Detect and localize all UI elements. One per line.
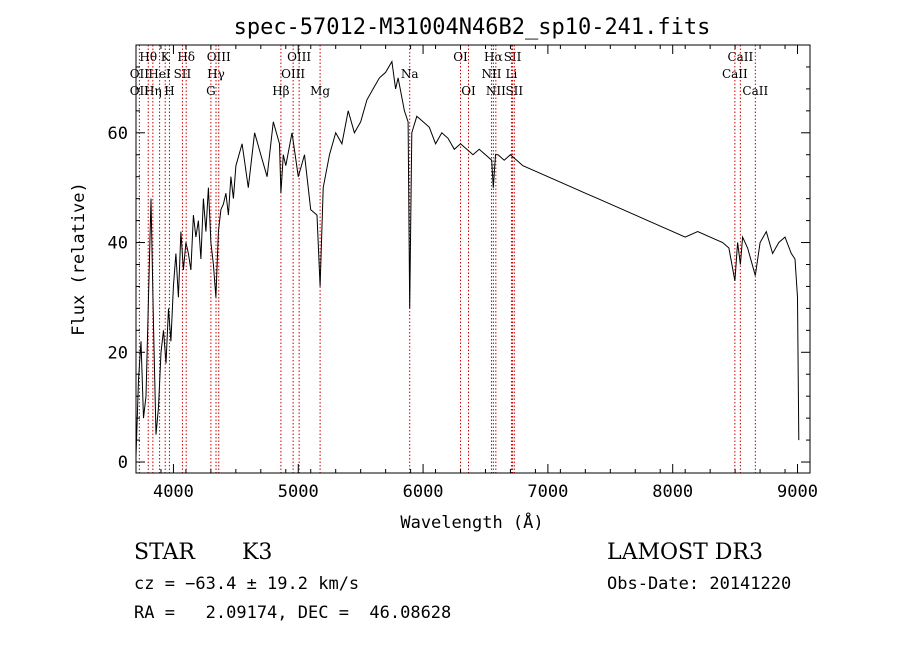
- axes: 4000 5000 6000 7000 8000 9000 0 20 40 60: [108, 45, 818, 502]
- line-id-label: OIII: [287, 50, 311, 64]
- line-id-label: SII: [504, 50, 522, 64]
- line-id-label: Hβ: [272, 84, 289, 98]
- redshift-readout: cz = −63.4 ± 19.2 km/s: [134, 574, 360, 594]
- object-subclass: K3: [242, 540, 273, 565]
- line-id-label: CaII: [742, 84, 768, 98]
- line-id-label: CaII: [727, 50, 753, 64]
- spectrum-line: [135, 59, 800, 457]
- line-id-label: SII: [505, 84, 523, 98]
- y-tick-label: 0: [118, 453, 128, 473]
- coordinates: RA = 2.09174, DEC = 46.08628: [134, 603, 452, 623]
- line-id-label: Hα: [484, 50, 503, 64]
- line-id-label: K: [161, 50, 171, 64]
- line-id-label: H: [164, 84, 174, 98]
- line-id-label: Li: [506, 67, 518, 81]
- survey-name: LAMOST DR3: [607, 540, 763, 565]
- x-tick-label: 7000: [527, 482, 568, 502]
- x-tick-label: 4000: [153, 482, 194, 502]
- line-id-label: SII: [174, 67, 192, 81]
- line-id-label: Hθ: [139, 50, 157, 64]
- y-tick-label: 40: [108, 234, 128, 254]
- line-id-label: NII: [486, 84, 506, 98]
- line-id-label: Mg: [310, 84, 330, 98]
- obs-date: Obs-Date: 20141220: [607, 574, 792, 594]
- y-axis-label: Flux (relative): [69, 182, 89, 336]
- line-id-label: OIII: [207, 50, 231, 64]
- object-class: STAR: [134, 540, 195, 565]
- line-id-label: CaII: [722, 67, 748, 81]
- line-id-label: Hδ: [177, 50, 195, 64]
- plot-frame: [135, 44, 811, 474]
- line-id-label: NII: [481, 67, 501, 81]
- line-id-label: OII: [130, 84, 150, 98]
- line-id-label: HeI: [148, 67, 171, 81]
- y-tick-label: 20: [108, 343, 128, 363]
- x-axis-label: Wavelength (Å): [400, 511, 543, 533]
- chart-title: spec-57012-M31004N46B2_sp10-241.fits: [234, 15, 711, 40]
- line-id-label: OI: [461, 84, 476, 98]
- y-tick-label: 60: [108, 124, 128, 144]
- spectrum-series: [135, 59, 800, 457]
- x-tick-label: 8000: [652, 482, 693, 502]
- line-id-label: OI: [453, 50, 468, 64]
- line-id-label: G: [206, 84, 216, 98]
- x-tick-label: 5000: [278, 482, 319, 502]
- x-tick-label: 9000: [777, 482, 818, 502]
- line-id-label: Hγ: [207, 67, 225, 81]
- x-tick-label: 6000: [403, 482, 444, 502]
- line-id-label: Na: [401, 67, 419, 81]
- line-id-label: OII: [130, 67, 150, 81]
- line-id-label: OIII: [281, 67, 305, 81]
- line-id-label: Hη: [144, 84, 162, 98]
